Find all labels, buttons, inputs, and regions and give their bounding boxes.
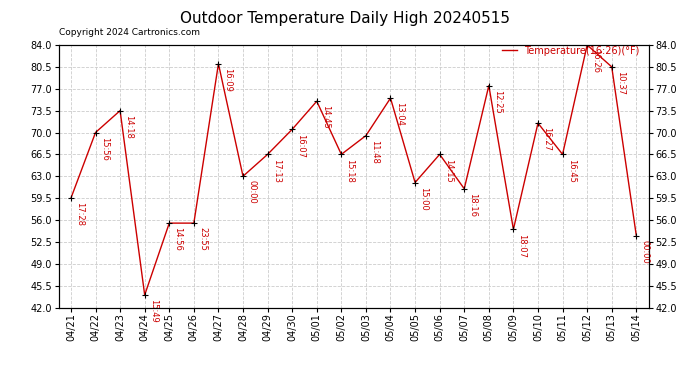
Text: 10:37: 10:37 [616,71,625,95]
Text: 15:56: 15:56 [99,136,109,160]
Text: 17:28: 17:28 [75,202,84,226]
Text: 16:27: 16:27 [542,127,551,151]
Text: 14:15: 14:15 [444,159,453,182]
Text: 00:00: 00:00 [247,180,256,204]
Text: Outdoor Temperature Daily High 20240515: Outdoor Temperature Daily High 20240515 [180,11,510,26]
Text: 15:49: 15:49 [149,299,158,323]
Text: 18:16: 18:16 [469,193,477,217]
Text: 14:18: 14:18 [124,115,133,139]
Text: 16:26: 16:26 [591,49,600,73]
Text: 16:45: 16:45 [566,159,575,182]
Text: 14:56: 14:56 [173,227,182,251]
Text: 23:55: 23:55 [198,227,207,251]
Text: 16:09: 16:09 [223,68,232,92]
Text: 13:04: 13:04 [395,102,404,126]
Text: 00:00: 00:00 [640,240,649,264]
Text: 17:13: 17:13 [272,159,281,183]
Text: 18:07: 18:07 [518,234,526,258]
Text: 15:00: 15:00 [420,187,428,210]
Text: 11:48: 11:48 [370,140,379,164]
Text: 15:18: 15:18 [346,159,355,182]
Text: 12:25: 12:25 [493,90,502,114]
Legend: Temperature(16:26)(°F): Temperature(16:26)(°F) [498,42,644,60]
Text: Copyright 2024 Cartronics.com: Copyright 2024 Cartronics.com [59,28,199,37]
Text: 16:07: 16:07 [296,134,306,158]
Text: 14:45: 14:45 [321,105,330,129]
